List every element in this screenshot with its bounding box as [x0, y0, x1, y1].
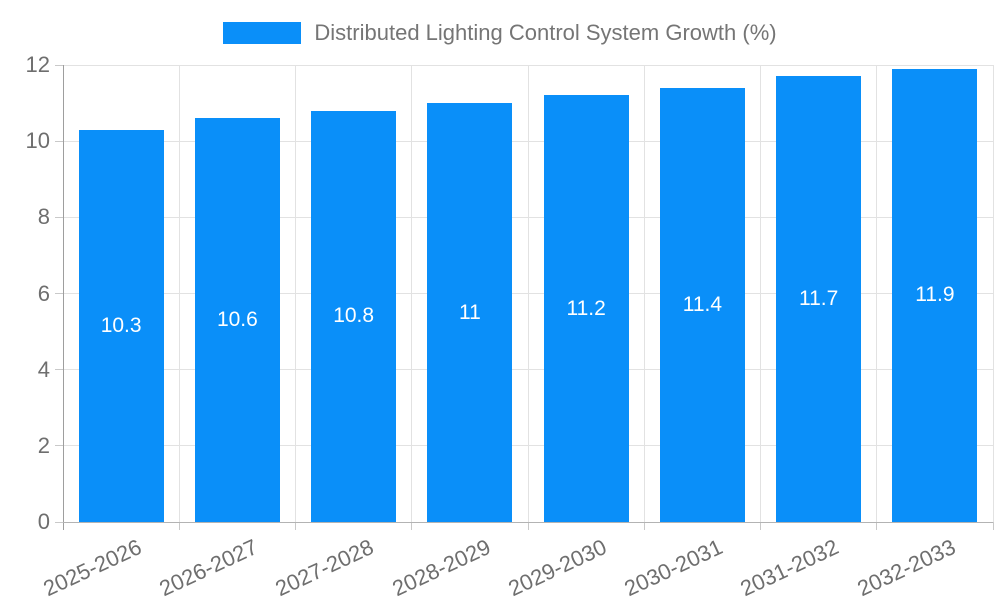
- bar-value-label: 11.9: [915, 283, 955, 307]
- bar-2032-2033: [892, 68, 978, 522]
- chart-legend: Distributed Lighting Control System Grow…: [0, 20, 1000, 46]
- bar-value-label: 10.3: [100, 313, 142, 337]
- v-gridline: [527, 65, 529, 522]
- x-tick-mark: [295, 522, 296, 530]
- bar-value-label: 11.2: [566, 296, 606, 320]
- v-gridline: [178, 65, 180, 522]
- x-tick-label: 2030-2031: [620, 534, 727, 600]
- y-axis-line: [62, 65, 64, 530]
- y-tick-label: 4: [37, 356, 50, 382]
- y-tick-label: 6: [37, 280, 50, 306]
- bar-2031-2032: [776, 76, 862, 522]
- y-tick-mark: [55, 445, 63, 447]
- x-tick-label: 2025-2026: [39, 534, 146, 600]
- legend-swatch: [223, 22, 302, 44]
- y-tick-label: 2: [37, 432, 50, 458]
- x-tick-mark: [527, 522, 529, 530]
- y-tick-mark: [55, 369, 63, 371]
- x-tick-label: 2031-2032: [736, 534, 843, 600]
- bar-2029-2030: [543, 95, 629, 522]
- v-gridline: [876, 65, 878, 522]
- x-tick-label: 2029-2030: [504, 534, 611, 600]
- x-axis-line: [63, 521, 993, 523]
- bar-value-label: 10.8: [333, 304, 375, 328]
- y-tick-mark: [55, 521, 63, 523]
- bar-2028-2029: [427, 103, 513, 522]
- y-tick-label: 10: [25, 128, 50, 154]
- x-tick-mark: [992, 522, 994, 530]
- v-gridline: [760, 65, 761, 522]
- y-tick-mark: [55, 293, 63, 294]
- x-tick-mark: [178, 522, 180, 530]
- bar-value-label: 10.6: [216, 308, 258, 332]
- y-tick-mark: [55, 140, 63, 142]
- x-tick-label: 2028-2029: [388, 534, 495, 600]
- y-tick-mark: [55, 64, 63, 66]
- y-tick-label: 8: [37, 204, 50, 230]
- bar-2025-2026: [78, 129, 164, 522]
- v-gridline: [643, 65, 645, 522]
- bar-2030-2031: [659, 87, 745, 522]
- x-tick-mark: [411, 522, 413, 530]
- legend-label: Distributed Lighting Control System Grow…: [314, 20, 777, 45]
- plot-area: 10.3 10.6 10.8 11 11.2 11.4 11.7 11.9: [63, 64, 994, 522]
- x-tick-label: 2026-2027: [155, 534, 262, 600]
- y-tick-label: 12: [25, 52, 50, 77]
- x-tick-label: 2032-2033: [853, 534, 960, 600]
- y-tick-label: 0: [37, 509, 50, 534]
- bar-value-label: 11.4: [682, 292, 723, 316]
- v-gridline: [992, 65, 994, 522]
- y-tick-mark: [55, 216, 63, 218]
- x-tick-mark: [760, 522, 761, 530]
- x-tick-label: 2027-2028: [271, 534, 378, 600]
- bar-value-label: 11: [458, 300, 481, 324]
- x-tick-mark: [876, 522, 878, 530]
- x-tick-mark: [643, 522, 645, 530]
- v-gridline: [295, 65, 296, 522]
- bar-2027-2028: [311, 110, 397, 522]
- bar-value-label: 11.7: [798, 287, 839, 311]
- bar-2026-2027: [194, 118, 280, 522]
- v-gridline: [411, 65, 413, 522]
